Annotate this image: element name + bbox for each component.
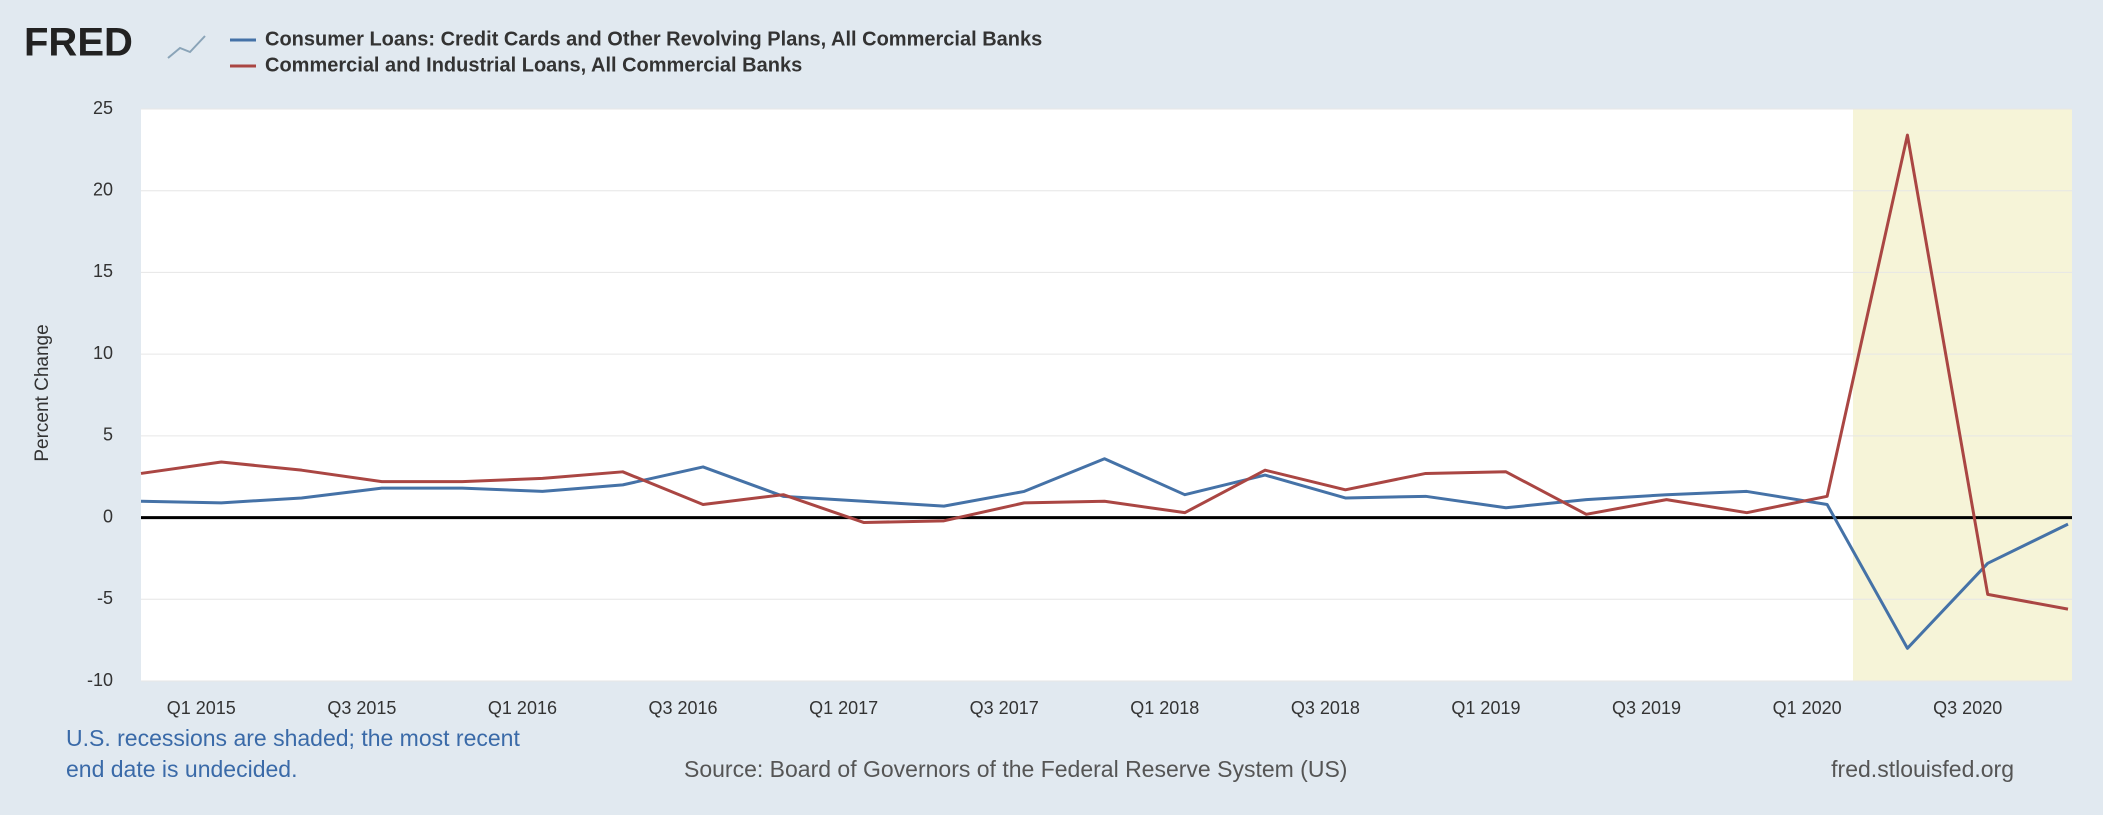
y-tick-label: 0 xyxy=(103,506,113,526)
recession-note: end date is undecided. xyxy=(66,756,297,782)
recession-note: U.S. recessions are shaded; the most rec… xyxy=(66,725,520,751)
x-tick-label: Q3 2015 xyxy=(327,698,396,718)
y-tick-label: 25 xyxy=(93,98,113,118)
site: fred.stlouisfed.org xyxy=(1831,756,2014,782)
y-tick-label: -10 xyxy=(87,670,113,690)
y-tick-label: -5 xyxy=(97,588,113,608)
recession-shade xyxy=(1853,109,2072,681)
logo: FRED xyxy=(24,21,133,65)
x-tick-label: Q1 2019 xyxy=(1451,698,1520,718)
x-tick-label: Q1 2017 xyxy=(809,698,878,718)
y-tick-label: 20 xyxy=(93,179,113,199)
x-tick-label: Q3 2020 xyxy=(1933,698,2002,718)
legend-label: Commercial and Industrial Loans, All Com… xyxy=(265,54,802,76)
y-tick-label: 15 xyxy=(93,261,113,281)
series-line xyxy=(140,457,2069,650)
x-tick-label: Q3 2016 xyxy=(649,698,718,718)
plot-area xyxy=(141,109,2072,681)
x-tick-label: Q1 2020 xyxy=(1773,698,1842,718)
legend-label: Consumer Loans: Credit Cards and Other R… xyxy=(265,28,1042,50)
x-tick-label: Q3 2017 xyxy=(970,698,1039,718)
x-tick-label: Q1 2016 xyxy=(488,698,557,718)
source: Source: Board of Governors of the Federa… xyxy=(684,756,1347,782)
y-tick-label: 10 xyxy=(93,343,113,363)
x-tick-label: Q3 2019 xyxy=(1612,698,1681,718)
x-tick-label: Q1 2018 xyxy=(1130,698,1199,718)
logo-icon xyxy=(167,35,206,59)
y-tick-label: 5 xyxy=(103,425,113,445)
x-tick-label: Q1 2015 xyxy=(167,698,236,718)
x-tick-label: Q3 2018 xyxy=(1291,698,1360,718)
y-axis-label: Percent Change xyxy=(32,324,53,461)
series-line xyxy=(140,133,2069,611)
